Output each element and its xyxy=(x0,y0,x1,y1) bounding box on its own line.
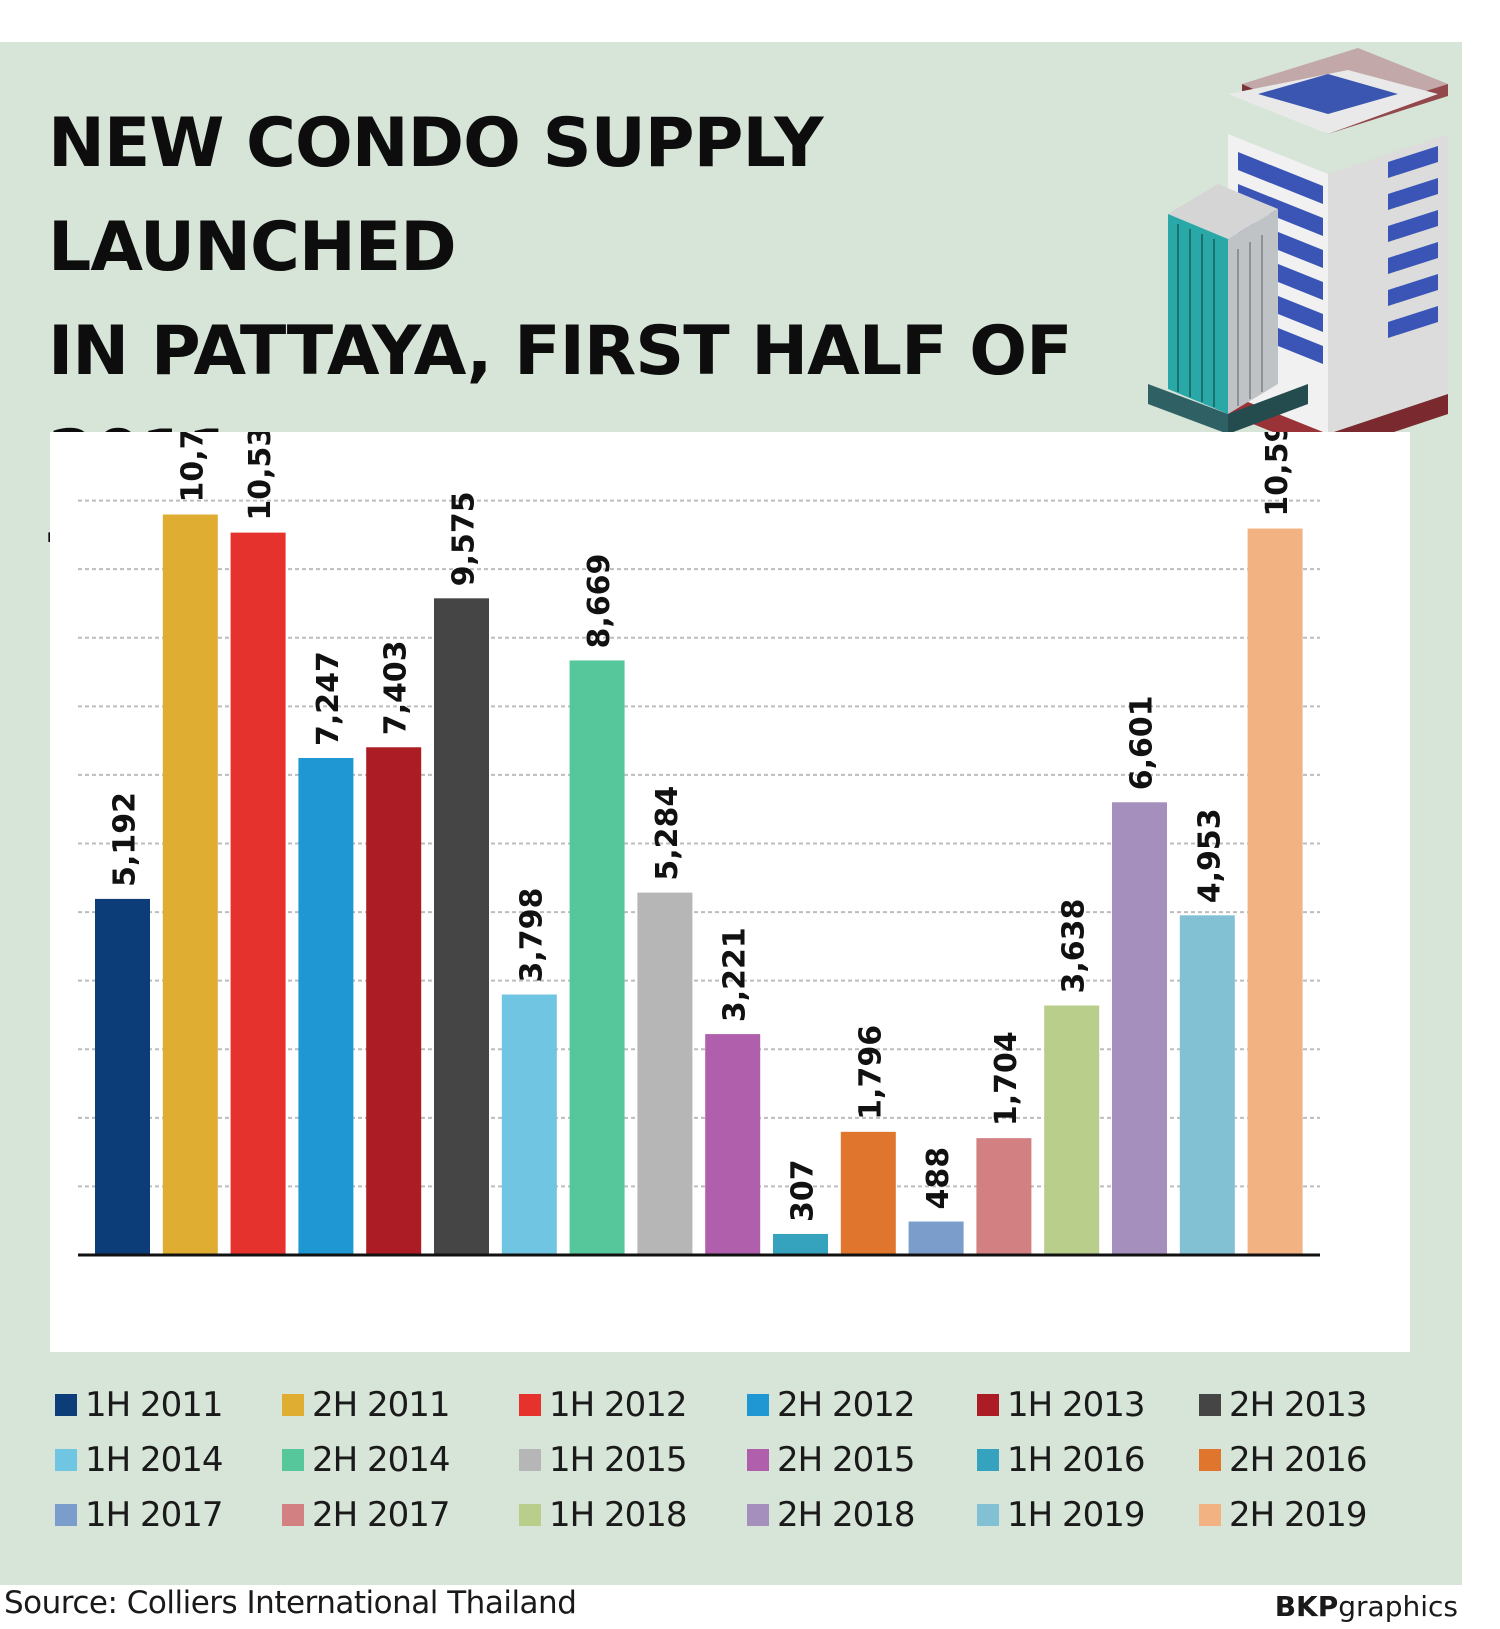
legend-item: 2H 2015 xyxy=(747,1435,916,1485)
data-label: 3,221 xyxy=(718,927,753,1022)
data-label: 1,704 xyxy=(989,1031,1024,1126)
legend-label: 1H 2014 xyxy=(85,1440,224,1480)
data-label: 5,192 xyxy=(108,792,143,887)
bar-2h-2015 xyxy=(705,1034,761,1255)
brand-logo: BKPgraphics xyxy=(1275,1590,1458,1623)
legend-swatch xyxy=(55,1449,77,1471)
data-label: 1,796 xyxy=(853,1025,888,1120)
legend-label: 2H 2017 xyxy=(312,1495,451,1535)
data-label: 488 xyxy=(921,1147,956,1210)
legend-swatch xyxy=(519,1449,541,1471)
legend-item: 2H 2011 xyxy=(282,1380,451,1430)
data-label: 10,797 xyxy=(175,432,210,503)
bar-1h-2018 xyxy=(1044,1005,1100,1255)
bar-2h-2018 xyxy=(1112,802,1167,1255)
data-label: 3,638 xyxy=(1057,899,1092,994)
legend-item: 2H 2016 xyxy=(1199,1435,1368,1485)
bar-1h-2016 xyxy=(773,1233,828,1255)
legend-item: 1H 2016 xyxy=(977,1435,1146,1485)
legend-item: 2H 2018 xyxy=(747,1490,916,1540)
bar-2h-2011 xyxy=(162,514,218,1255)
data-label: 4,953 xyxy=(1192,808,1227,903)
brand-rest: graphics xyxy=(1338,1590,1458,1623)
buildings-illustration xyxy=(1148,48,1448,454)
legend-label: 1H 2019 xyxy=(1007,1495,1146,1535)
legend-swatch xyxy=(519,1504,541,1526)
legend-label: 2H 2013 xyxy=(1229,1385,1368,1425)
legend-item: 1H 2014 xyxy=(55,1435,224,1485)
legend-swatch xyxy=(747,1504,769,1526)
legend-item: 1H 2013 xyxy=(977,1380,1146,1430)
legend-swatch xyxy=(747,1394,769,1416)
legend-item: 1H 2011 xyxy=(55,1380,224,1430)
data-label: 8,669 xyxy=(582,554,617,649)
bar-1h-2011 xyxy=(95,898,150,1255)
plot-area: 5,192 10,797 10,533 7,247 7,403 9,575 3,798 8,6… xyxy=(50,432,1410,1352)
bar-1h-2013 xyxy=(366,747,422,1255)
legend-item: 2H 2012 xyxy=(747,1380,916,1430)
legend-swatch xyxy=(55,1504,77,1526)
data-label: 5,284 xyxy=(650,786,685,881)
legend-item: 1H 2018 xyxy=(519,1490,688,1540)
bar-1h-2019 xyxy=(1179,915,1235,1255)
legend-item: 2H 2014 xyxy=(282,1435,451,1485)
bar-2h-2012 xyxy=(298,757,354,1255)
legend-swatch xyxy=(747,1449,769,1471)
legend-item: 2H 2019 xyxy=(1199,1490,1368,1540)
bar-1h-2012 xyxy=(230,532,286,1255)
legend-swatch xyxy=(977,1449,999,1471)
bar-2h-2014 xyxy=(569,660,625,1255)
data-label: 307 xyxy=(786,1159,821,1222)
legend-swatch xyxy=(1199,1449,1221,1471)
data-label: 3,798 xyxy=(514,888,549,983)
legend-label: 1H 2016 xyxy=(1007,1440,1146,1480)
legend-label: 2H 2012 xyxy=(777,1385,916,1425)
legend-item: 1H 2017 xyxy=(55,1490,224,1540)
legend-swatch xyxy=(1199,1394,1221,1416)
legend-swatch xyxy=(977,1394,999,1416)
legend-swatch xyxy=(282,1449,304,1471)
legend-label: 2H 2019 xyxy=(1229,1495,1368,1535)
data-label: 7,403 xyxy=(379,640,414,735)
bar-2h-2016 xyxy=(840,1131,896,1255)
legend-label: 2H 2014 xyxy=(312,1440,451,1480)
legend-label: 2H 2015 xyxy=(777,1440,916,1480)
data-label: 9,575 xyxy=(447,491,482,586)
legend-item: 1H 2015 xyxy=(519,1435,688,1485)
data-label: 10,592 xyxy=(1260,432,1295,517)
legend-label: 1H 2017 xyxy=(85,1495,224,1535)
legend-label: 2H 2016 xyxy=(1229,1440,1368,1480)
bar-chart: 5,192 10,797 10,533 7,247 7,403 9,575 3,798 8,6… xyxy=(78,432,1320,1257)
legend-swatch xyxy=(977,1504,999,1526)
legend-label: 1H 2011 xyxy=(85,1385,224,1425)
legend-swatch xyxy=(282,1394,304,1416)
legend-swatch xyxy=(282,1504,304,1526)
bar-1h-2014 xyxy=(501,994,557,1255)
legend-label: 2H 2018 xyxy=(777,1495,916,1535)
source-note: Source: Colliers International Thailand xyxy=(4,1585,577,1621)
legend-item: 2H 2017 xyxy=(282,1490,451,1540)
legend-swatch xyxy=(55,1394,77,1416)
data-label: 6,601 xyxy=(1125,695,1160,790)
legend-swatch xyxy=(519,1394,541,1416)
brand-bold: BKP xyxy=(1274,1590,1339,1623)
legend-label: 2H 2011 xyxy=(312,1385,451,1425)
legend-label: 1H 2015 xyxy=(549,1440,688,1480)
legend-item: 2H 2013 xyxy=(1199,1380,1368,1430)
bar-1h-2017 xyxy=(908,1221,964,1255)
data-label: 7,247 xyxy=(311,651,346,746)
bar-1h-2015 xyxy=(637,892,693,1255)
bar-2h-2017 xyxy=(976,1138,1032,1255)
legend-item: 1H 2019 xyxy=(977,1490,1146,1540)
bar-2h-2019 xyxy=(1247,528,1303,1255)
legend-swatch xyxy=(1199,1504,1221,1526)
legend-label: 1H 2018 xyxy=(549,1495,688,1535)
legend-label: 1H 2013 xyxy=(1007,1385,1146,1425)
legend-item: 1H 2012 xyxy=(519,1380,688,1430)
data-label: 10,533 xyxy=(243,432,278,521)
legend-label: 1H 2012 xyxy=(549,1385,688,1425)
bar-2h-2013 xyxy=(434,598,489,1255)
